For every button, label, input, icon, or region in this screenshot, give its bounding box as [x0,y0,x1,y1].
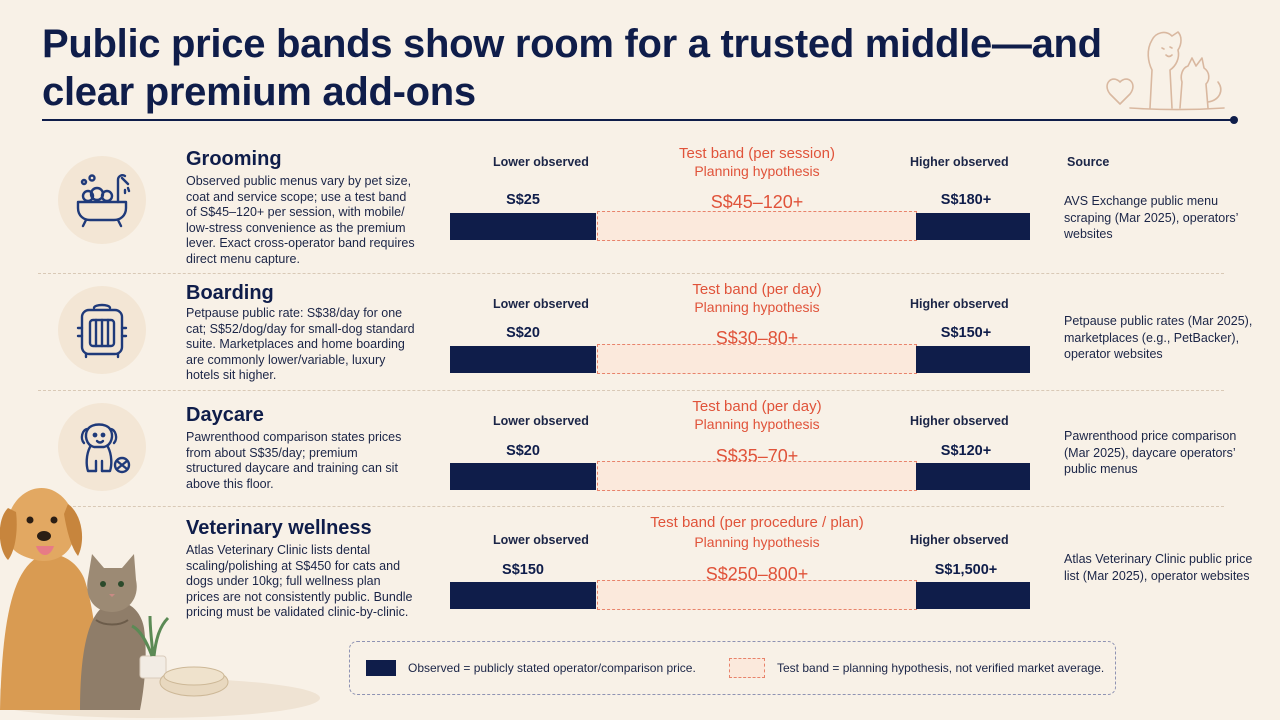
row-description: Observed public menus vary by pet size, … [186,174,415,266]
higher-observed-value: S$120+ [940,443,992,459]
row-divider [38,273,1224,274]
lower-observed-bar [450,582,596,609]
row-description: Petpause public rate: S$38/day for one c… [186,306,415,383]
test-band-bar [597,461,917,491]
grooming-icon-badge [58,156,146,244]
higher-observed-label: Higher observed [910,155,1009,169]
higher-observed-value: S$150+ [940,325,992,341]
higher-observed-value: S$1,500+ [934,562,998,578]
test-band-value: S$30–80+ [715,328,799,348]
test-band-value: S$250–800+ [705,564,809,584]
planning-hypothesis-label: Planning hypothesis [694,416,820,432]
lower-observed-bar [450,463,596,490]
lower-observed-bar [450,213,596,240]
lower-observed-value: S$20 [506,443,540,459]
legend: Observed = publicly stated operator/comp… [349,641,1116,695]
dog-and-cat-illustration [0,487,320,718]
planning-hypothesis-label: Planning hypothesis [694,534,820,550]
title-divider [42,116,1238,124]
page-title: Public price bands show room for a trust… [42,22,1102,114]
test-band-bar [597,344,917,374]
dog-cat-line-art-icon [1106,31,1225,111]
row-title: Daycare [186,404,264,426]
row-title: Veterinary wellness [186,517,372,539]
boarding-icon-badge [58,286,146,374]
test-band-bar [597,211,917,241]
higher-observed-label: Higher observed [910,414,1009,428]
lower-observed-label: Lower observed [493,297,589,311]
test-band-title: Test band (per day) [692,398,822,415]
row-title: Boarding [186,282,274,304]
row-description: Atlas Veterinary Clinic lists dental sca… [186,543,413,620]
row-divider [38,390,1224,391]
test-band-legend-text: Test band = planning hypothesis, not ver… [777,661,1105,675]
test-band-title: Test band (per procedure / plan) [650,514,864,531]
source-column-header: Source [1067,155,1110,169]
test-band-bar [597,580,917,610]
pet-carrier-icon [76,303,128,359]
lower-observed-value: S$20 [506,325,540,341]
observed-swatch [366,660,396,676]
bathtub-icon [76,174,131,228]
higher-observed-bar [916,582,1030,609]
test-band-title: Test band (per session) [679,145,835,162]
row-source: Petpause public rates (Mar 2025), market… [1064,314,1253,361]
lower-observed-label: Lower observed [493,155,589,169]
row-source: Atlas Veterinary Clinic public price lis… [1064,552,1253,583]
planning-hypothesis-label: Planning hypothesis [694,163,820,179]
higher-observed-bar [916,346,1030,373]
row-source: Pawrenthood price comparison (Mar 2025),… [1064,429,1237,476]
row-source: AVS Exchange public menu scraping (Mar 2… [1064,194,1238,241]
higher-observed-bar [916,213,1030,240]
puppy-ball-icon [80,423,131,474]
test-band-title: Test band (per day) [692,281,822,298]
higher-observed-bar [916,463,1030,490]
observed-legend-text: Observed = publicly stated operator/comp… [408,661,696,675]
lower-observed-value: S$25 [506,192,540,208]
lower-observed-bar [450,346,596,373]
row-description: Pawrenthood comparison states prices fro… [186,430,402,491]
test-band-swatch [729,658,765,678]
test-band-value: S$45–120+ [710,192,804,212]
higher-observed-label: Higher observed [910,297,1009,311]
planning-hypothesis-label: Planning hypothesis [694,299,820,315]
daycare-icon-badge [58,403,146,491]
row-title: Grooming [186,148,282,170]
row-divider [38,506,1224,507]
lower-observed-value: S$150 [502,562,544,578]
higher-observed-value: S$180+ [940,192,992,208]
lower-observed-label: Lower observed [493,414,589,428]
higher-observed-label: Higher observed [910,533,1009,547]
lower-observed-label: Lower observed [493,533,589,547]
